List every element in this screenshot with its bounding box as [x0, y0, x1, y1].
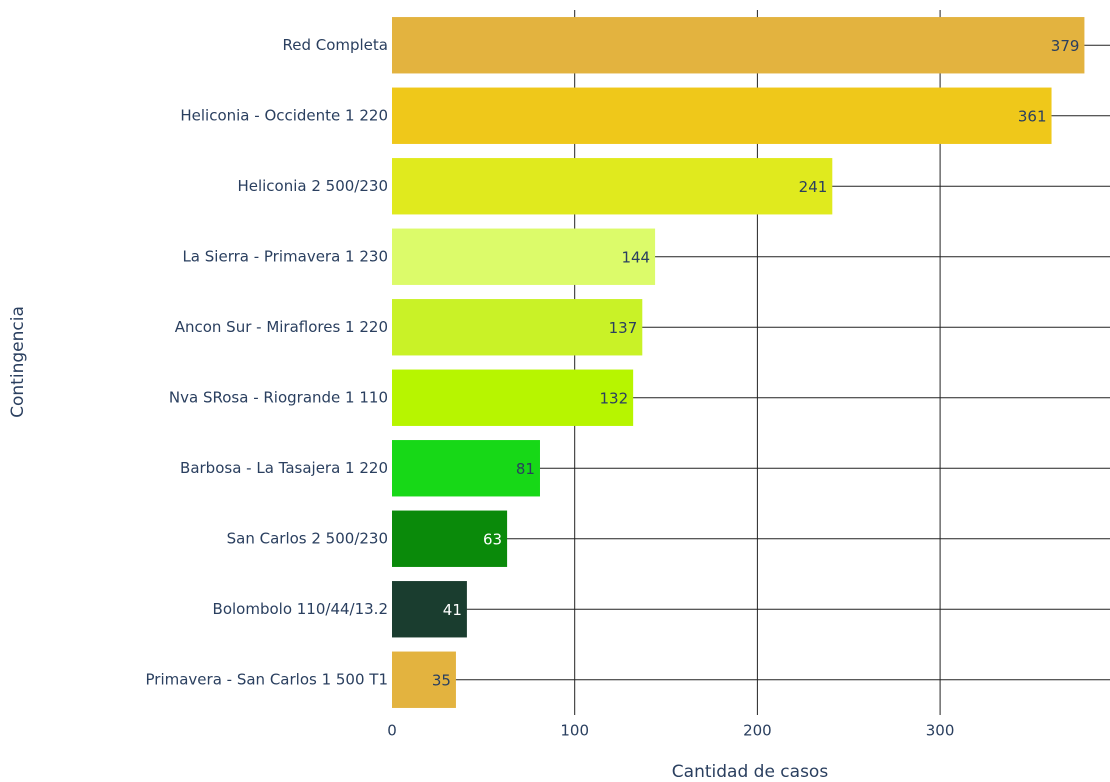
y-tick-label: Ancon Sur - Miraflores 1 220 — [175, 318, 388, 336]
bar — [392, 510, 508, 567]
y-tick-label: San Carlos 2 500/230 — [227, 529, 388, 547]
y-tick-label: Heliconia 2 500/230 — [237, 177, 388, 195]
bar — [392, 87, 1052, 144]
y-tick-label: Heliconia - Occidente 1 220 — [180, 106, 388, 124]
y-tick-label: Red Completa — [282, 36, 388, 54]
bar — [392, 299, 643, 356]
y-tick-label: Barbosa - La Tasajera 1 220 — [180, 459, 388, 477]
value-label: 81 — [516, 460, 535, 478]
x-tick-label: 200 — [743, 722, 772, 740]
x-tick-label: 300 — [926, 722, 955, 740]
value-label: 41 — [443, 601, 462, 619]
y-tick-label: Primavera - San Carlos 1 500 T1 — [146, 670, 389, 688]
value-label: 379 — [1051, 37, 1080, 55]
y-tick-label: La Sierra - Primavera 1 230 — [182, 247, 388, 265]
y-tick-label: Bolombolo 110/44/13.2 — [213, 600, 388, 618]
x-axis-title: Cantidad de casos — [672, 762, 829, 782]
value-label: 241 — [799, 178, 828, 196]
x-tick-label: 0 — [387, 722, 397, 740]
value-label: 137 — [609, 319, 638, 337]
x-tick-label: 100 — [560, 722, 589, 740]
bar — [392, 228, 656, 285]
bar — [392, 440, 540, 497]
y-tick-label: Nva SRosa - Riogrande 1 110 — [169, 388, 388, 406]
y-axis-title: Contingencia — [8, 306, 28, 418]
bar — [392, 651, 456, 708]
value-label: 35 — [432, 671, 451, 689]
bar — [392, 581, 467, 638]
value-label: 361 — [1018, 107, 1047, 125]
value-label: 132 — [600, 389, 629, 407]
bar — [392, 158, 833, 215]
value-label: 144 — [621, 248, 650, 266]
bar — [392, 369, 634, 426]
bar — [392, 17, 1085, 74]
value-label: 63 — [483, 530, 502, 548]
